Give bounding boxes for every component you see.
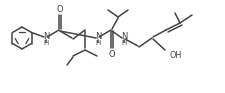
Text: H: H xyxy=(95,40,101,46)
Text: OH: OH xyxy=(170,50,182,60)
Text: H: H xyxy=(121,40,127,46)
Text: O: O xyxy=(109,49,115,58)
Text: N: N xyxy=(43,32,49,40)
Text: O: O xyxy=(57,4,63,13)
Text: N: N xyxy=(121,32,127,40)
Text: H: H xyxy=(43,40,49,46)
Text: N: N xyxy=(95,32,101,40)
